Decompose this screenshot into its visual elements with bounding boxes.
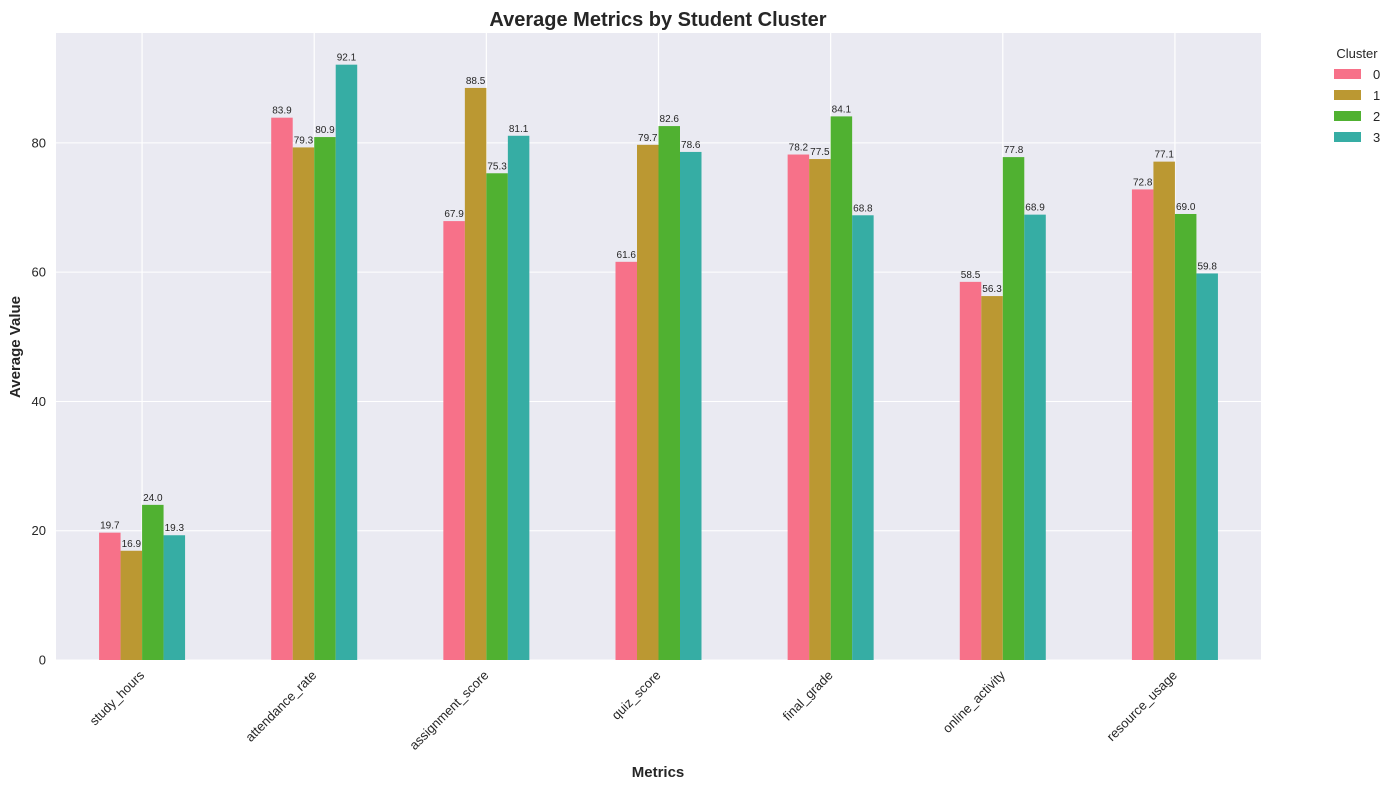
bar-cluster-2 [658, 126, 680, 660]
bar-value-label: 78.6 [681, 140, 701, 151]
bar-labels: 19.7 83.9 67.9 61.6 78.2 58.5 72.8 16.9 79.3 88.5… [100, 53, 1217, 550]
bar-cluster-1 [809, 159, 831, 660]
bar-cluster-2 [1174, 213, 1197, 660]
bar-cluster-1 [120, 550, 143, 660]
legend-entry: 2 [1373, 109, 1380, 124]
y-tick-label: 60 [32, 265, 46, 280]
bar-value-label: 88.5 [466, 76, 486, 87]
x-tick-label: study_hours [87, 667, 148, 728]
bar-value-label: 81.1 [509, 124, 529, 135]
bar-value-label: 79.3 [294, 135, 314, 146]
legend-title: Cluster [1336, 46, 1378, 61]
bar-cluster-0 [787, 154, 810, 660]
bar-value-label: 92.1 [337, 53, 357, 64]
bar-cluster-0 [271, 117, 293, 661]
bar-value-label: 58.5 [961, 270, 981, 281]
x-axis-ticks: study_hours attendance_rate assignment_sco… [87, 667, 1181, 753]
x-axis-label: Metrics [632, 764, 685, 781]
x-tick-label: quiz_score [609, 668, 664, 723]
bar-value-label: 69.0 [1176, 202, 1196, 213]
bar-value-label: 77.1 [1154, 150, 1174, 161]
bar-cluster-0 [1131, 189, 1154, 660]
bar-value-label: 75.3 [487, 161, 507, 172]
legend-entry: 0 [1373, 67, 1380, 82]
bar-cluster-1 [464, 87, 487, 660]
bars [99, 64, 1218, 661]
bar-value-label: 77.5 [810, 147, 830, 158]
bar-cluster-3 [163, 535, 186, 660]
y-tick-label: 40 [32, 394, 46, 409]
bar-cluster-0 [99, 532, 121, 660]
y-tick-label: 80 [32, 135, 46, 150]
bar-value-label: 59.8 [1197, 261, 1217, 272]
bar-cluster-2 [1002, 157, 1025, 660]
bar-cluster-3 [335, 64, 358, 660]
x-tick-label: assignment_score [406, 668, 491, 753]
bar-cluster-1 [1153, 161, 1175, 660]
bar-cluster-2 [486, 173, 508, 660]
x-tick-label: attendance_rate [242, 668, 319, 745]
legend-swatch [1334, 132, 1361, 142]
bar-cluster-2 [142, 504, 164, 660]
bar-cluster-3 [1024, 214, 1046, 660]
legend-entry: 1 [1373, 88, 1380, 103]
bar-value-label: 68.9 [1025, 203, 1045, 214]
bar-cluster-3 [680, 151, 702, 660]
legend-entry: 3 [1373, 130, 1380, 145]
bar-cluster-3 [507, 135, 530, 660]
bar-value-label: 68.8 [853, 203, 873, 214]
y-tick-label: 20 [32, 523, 46, 538]
bar-value-label: 61.6 [617, 250, 637, 261]
bar-value-label: 67.9 [444, 209, 464, 220]
bar-value-label: 24.0 [143, 493, 163, 504]
chart-title: Average Metrics by Student Cluster [489, 9, 826, 31]
bar-cluster-0 [615, 261, 637, 660]
bar-cluster-3 [1196, 273, 1218, 660]
y-tick-label: 0 [39, 653, 46, 668]
bar-cluster-1 [637, 144, 659, 660]
bar-cluster-2 [314, 137, 336, 660]
bar-value-label: 83.9 [272, 106, 292, 117]
bar-value-label: 80.9 [315, 125, 335, 136]
bar-value-label: 78.2 [789, 143, 809, 154]
bar-cluster-0 [959, 281, 982, 660]
x-tick-label: final_grade [780, 668, 836, 724]
x-tick-label: online_activity [940, 667, 1009, 736]
legend-swatch [1334, 111, 1361, 121]
legend-swatch [1334, 90, 1361, 100]
legend-swatch [1334, 69, 1361, 79]
bar-cluster-2 [830, 116, 853, 661]
bar-value-label: 19.3 [165, 523, 185, 534]
y-axis-ticks: 0 20 40 60 80 [32, 135, 46, 667]
legend: Cluster 0 1 2 3 [1334, 46, 1380, 145]
x-tick-label: resource_usage [1104, 668, 1181, 745]
bar-cluster-1 [981, 296, 1003, 660]
bar-cluster-0 [443, 221, 465, 660]
bar-value-label: 72.8 [1133, 177, 1153, 188]
bar-value-label: 84.1 [832, 104, 852, 115]
bar-value-label: 79.7 [638, 133, 658, 144]
bar-value-label: 56.3 [982, 284, 1002, 295]
bar-cluster-1 [292, 147, 315, 660]
bar-value-label: 77.8 [1004, 145, 1024, 156]
bar-value-label: 16.9 [122, 539, 142, 550]
bar-cluster-3 [852, 215, 874, 660]
bar-value-label: 82.6 [660, 114, 680, 125]
bar-value-label: 19.7 [100, 521, 120, 532]
y-axis-label: Average Value [7, 296, 24, 398]
